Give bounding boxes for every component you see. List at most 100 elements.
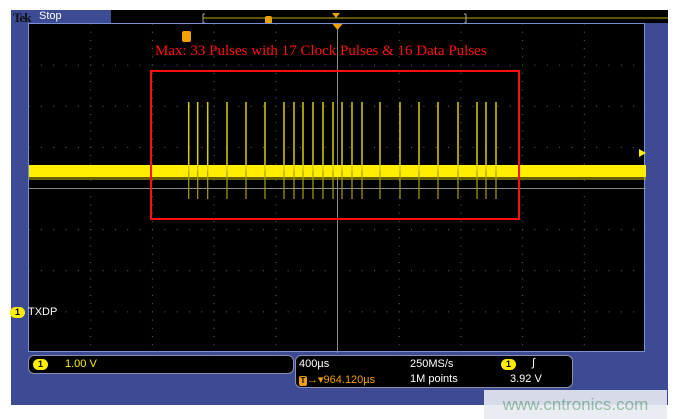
grid-dot [435,229,437,231]
grid-dot [238,64,240,66]
grid-dot [522,212,524,214]
grid-dot [213,294,215,296]
grid-dot [448,64,450,66]
grid-dot [435,64,437,66]
grid-dot [559,105,561,107]
timebase-trigger-panel[interactable]: 400µs T →▾964.120µs 250MS/s 1M points 1 ∫… [295,355,573,388]
channel-scale-panel[interactable]: 1 1.00 V [28,355,294,374]
grid-dot [509,105,511,107]
record-view-bar[interactable] [111,10,668,24]
grid-dot [213,303,215,305]
status-bar: Tek Stop [11,10,668,25]
grid-dot [472,311,474,313]
grid-dot [127,229,129,231]
grid-dot [522,138,524,140]
grid-dot [571,64,573,66]
grid-dot [596,105,598,107]
grid-dot [151,24,153,25]
grid-dot [90,319,92,321]
grid-dot [114,229,116,231]
grid-dot [114,64,116,66]
grid-dot [460,31,462,33]
grid-dot [176,64,178,66]
grid-dot [176,105,178,107]
grid-dot [275,220,277,222]
grid-dot [139,270,141,272]
grid-dot [114,146,116,148]
grid-dot [90,204,92,206]
waveform-trace [29,165,646,177]
vertical-scale: 1.00 V [65,358,97,370]
grid-dot [522,122,524,124]
grid-dot [213,229,215,231]
grid-dot [435,311,437,313]
grid-dot [460,196,462,198]
grid-dot [546,270,548,272]
grid-dot [201,229,203,231]
grid-dot [151,352,153,353]
grid-dot [460,64,462,66]
grid-dot [275,97,277,99]
grid-dot [546,105,548,107]
grid-dot [324,64,326,66]
channel-badge: 1 [33,359,48,370]
grid-dot [90,56,92,58]
grid-dot [398,270,400,272]
grid-dot [275,327,277,329]
grid-dot [460,253,462,255]
grid-dot [398,352,400,353]
grid-dot [398,97,400,99]
grid-dot [534,105,536,107]
grid-dot [374,146,376,148]
record-length: 1M points [410,373,458,385]
grid-dot [275,319,277,321]
grid-dot [398,196,400,198]
grid-dot [262,64,264,66]
grid-dot [275,212,277,214]
grid-dot [275,311,277,313]
trigger-position: T →▾964.120µs [299,373,375,386]
trigger-source-badge: 1 [501,359,516,370]
grid-dot [53,311,55,313]
grid-dot [151,196,153,198]
grid-dot [213,122,215,124]
grid-dot [596,270,598,272]
grid-dot [151,212,153,214]
grid-dot [608,311,610,313]
grid-dot [583,294,585,296]
grid-dot [250,146,252,148]
grid-dot [213,31,215,33]
grid-dot [583,344,585,346]
grid-dot [90,24,92,25]
grid-dot [275,294,277,296]
grid-dot [188,311,190,313]
grid-dot [645,146,646,148]
grid-dot [29,229,30,231]
grid-dot [324,229,326,231]
grid-dot [299,229,301,231]
grid-dot [102,105,104,107]
grid-dot [497,64,499,66]
grid-dot [287,64,289,66]
waveform-display[interactable] [28,23,646,353]
grid-dot [534,229,536,231]
grid-dot [213,163,215,165]
grid-dot [522,64,524,66]
grid-dot [509,311,511,313]
grid-dot [287,229,289,231]
grid-dot [620,270,622,272]
grid-dot [398,245,400,247]
grid-dot [176,311,178,313]
grid-dot [90,105,92,107]
grid-dot [645,105,646,107]
grid-dot [349,311,351,313]
grid-dot [151,81,153,83]
grid-dot [90,327,92,329]
grid-dot [225,229,227,231]
grid-dot [583,327,585,329]
grid-dot [522,105,524,107]
grid-dot [275,89,277,91]
grid-dot [398,122,400,124]
grid-dot [114,311,116,313]
grid-dot [583,64,585,66]
